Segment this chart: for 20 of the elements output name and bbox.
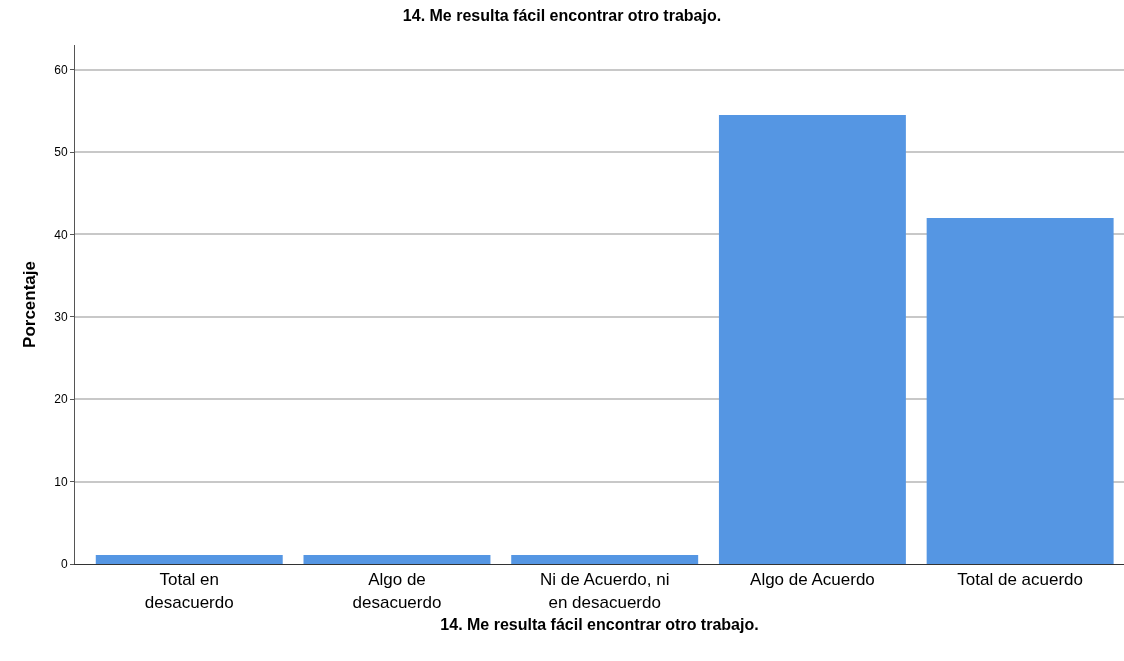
x-tick-label: Algo de Acuerdo [750,570,875,590]
y-tick-label: 10 [54,474,68,489]
x-axis-title: 14. Me resulta fácil encontrar otro trabajo. [440,616,759,634]
bar [718,115,906,564]
bar [95,554,283,564]
x-tick-label: Total en desacuerdo [144,570,234,612]
bar [511,554,699,564]
x-tick-label: Algo de desacuerdo [352,570,442,612]
y-tick-label: 40 [54,227,68,242]
y-tick-label: 30 [54,310,68,325]
y-tick-label: 0 [60,557,68,572]
y-axis-title: Porcentaje [19,261,39,348]
y-tick-label: 20 [54,392,68,407]
chart-title: 14. Me resulta fácil encontrar otro trabajo. [402,7,722,25]
bar [303,554,491,564]
y-tick-label: 50 [54,145,68,160]
y-tick-label: 60 [54,62,68,77]
bar [926,218,1114,564]
x-tick-label: Ni de Acuerdo, ni en desacuerdo [539,570,670,612]
x-tick-label: Total de acuerdo [957,570,1083,590]
